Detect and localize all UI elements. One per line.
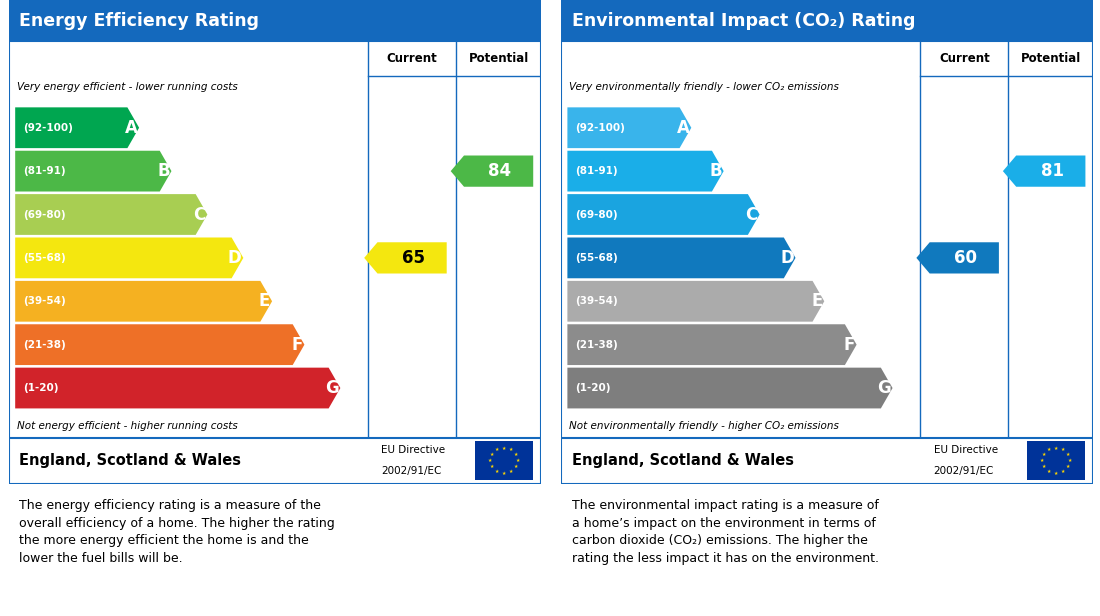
Polygon shape <box>15 107 139 148</box>
Text: ★: ★ <box>508 469 513 474</box>
Text: ★: ★ <box>508 447 513 452</box>
Text: C: C <box>194 206 206 224</box>
Bar <box>475 442 534 480</box>
Text: ★: ★ <box>1041 458 1044 463</box>
Text: F: F <box>844 336 855 354</box>
Polygon shape <box>568 194 760 235</box>
Polygon shape <box>568 151 724 192</box>
Polygon shape <box>15 194 208 235</box>
Polygon shape <box>15 281 272 322</box>
Text: B: B <box>710 162 722 180</box>
Polygon shape <box>1003 155 1086 187</box>
Text: Not environmentally friendly - higher CO₂ emissions: Not environmentally friendly - higher CO… <box>569 421 839 431</box>
Text: ★: ★ <box>490 464 494 469</box>
Text: (1-20): (1-20) <box>575 383 611 393</box>
Text: 84: 84 <box>488 162 512 180</box>
Text: ★: ★ <box>1060 469 1065 474</box>
Bar <box>561 437 1093 484</box>
Polygon shape <box>916 242 999 274</box>
Text: F: F <box>292 336 302 354</box>
Text: ★: ★ <box>495 447 499 452</box>
Text: (69-80): (69-80) <box>575 209 618 219</box>
Text: Very energy efficient - lower running costs: Very energy efficient - lower running co… <box>16 82 238 92</box>
Text: (39-54): (39-54) <box>23 296 66 306</box>
Text: Current: Current <box>387 52 438 65</box>
Text: (39-54): (39-54) <box>575 296 618 306</box>
Text: 2002/91/EC: 2002/91/EC <box>934 466 994 476</box>
Text: ★: ★ <box>1060 447 1065 452</box>
Text: B: B <box>157 162 169 180</box>
Text: ★: ★ <box>502 445 506 450</box>
Polygon shape <box>568 281 824 322</box>
Text: ★: ★ <box>1042 452 1046 457</box>
Text: (92-100): (92-100) <box>575 123 625 132</box>
Text: ★: ★ <box>514 464 518 469</box>
Text: (55-68): (55-68) <box>575 253 618 263</box>
Text: EU Directive: EU Directive <box>382 445 446 455</box>
Text: (1-20): (1-20) <box>23 383 58 393</box>
Text: Environmental Impact (CO₂) Rating: Environmental Impact (CO₂) Rating <box>572 12 915 30</box>
Text: ★: ★ <box>1047 469 1052 474</box>
Text: G: G <box>324 379 339 397</box>
Text: ★: ★ <box>488 458 492 463</box>
Text: ★: ★ <box>1068 458 1072 463</box>
Polygon shape <box>15 238 243 278</box>
Text: ★: ★ <box>1066 464 1070 469</box>
Polygon shape <box>15 324 305 365</box>
Text: ★: ★ <box>490 452 494 457</box>
Text: The environmental impact rating is a measure of
a home’s impact on the environme: The environmental impact rating is a mea… <box>572 500 879 565</box>
Text: 65: 65 <box>402 249 425 267</box>
Text: Energy Efficiency Rating: Energy Efficiency Rating <box>20 12 260 30</box>
Text: (81-91): (81-91) <box>575 166 618 176</box>
Text: Current: Current <box>939 52 990 65</box>
Text: A: A <box>124 119 138 137</box>
Text: Potential: Potential <box>469 52 529 65</box>
Bar <box>561 0 1093 41</box>
Polygon shape <box>15 368 340 408</box>
Text: ★: ★ <box>1054 471 1058 476</box>
Text: (21-38): (21-38) <box>575 339 618 350</box>
Text: ★: ★ <box>514 452 518 457</box>
Text: ★: ★ <box>516 458 520 463</box>
Text: England, Scotland & Wales: England, Scotland & Wales <box>20 453 241 468</box>
Text: (81-91): (81-91) <box>23 166 66 176</box>
Text: (69-80): (69-80) <box>23 209 66 219</box>
Text: (21-38): (21-38) <box>23 339 66 350</box>
Text: ★: ★ <box>1054 445 1058 450</box>
Polygon shape <box>568 238 795 278</box>
Polygon shape <box>568 107 691 148</box>
Text: ★: ★ <box>1066 452 1070 457</box>
Text: Very environmentally friendly - lower CO₂ emissions: Very environmentally friendly - lower CO… <box>569 82 839 92</box>
Polygon shape <box>364 242 447 274</box>
Text: 81: 81 <box>1041 162 1064 180</box>
Text: (92-100): (92-100) <box>23 123 73 132</box>
Text: ★: ★ <box>495 469 499 474</box>
Text: Potential: Potential <box>1021 52 1081 65</box>
Text: 2002/91/EC: 2002/91/EC <box>382 466 442 476</box>
Text: (55-68): (55-68) <box>23 253 66 263</box>
Bar <box>9 0 541 41</box>
Polygon shape <box>451 155 534 187</box>
Text: D: D <box>228 249 242 267</box>
Polygon shape <box>15 151 172 192</box>
Polygon shape <box>568 324 857 365</box>
Text: ★: ★ <box>1042 464 1046 469</box>
Text: C: C <box>746 206 758 224</box>
Bar <box>9 437 541 484</box>
Text: E: E <box>258 292 271 310</box>
Text: G: G <box>877 379 891 397</box>
Polygon shape <box>568 368 892 408</box>
Text: E: E <box>811 292 823 310</box>
Text: D: D <box>780 249 794 267</box>
Text: Not energy efficient - higher running costs: Not energy efficient - higher running co… <box>16 421 238 431</box>
Bar <box>1027 442 1086 480</box>
Text: England, Scotland & Wales: England, Scotland & Wales <box>572 453 793 468</box>
Text: EU Directive: EU Directive <box>934 445 998 455</box>
Text: ★: ★ <box>502 471 506 476</box>
Text: 60: 60 <box>954 249 977 267</box>
Text: ★: ★ <box>1047 447 1052 452</box>
Text: The energy efficiency rating is a measure of the
overall efficiency of a home. T: The energy efficiency rating is a measur… <box>20 500 336 565</box>
Text: A: A <box>676 119 690 137</box>
